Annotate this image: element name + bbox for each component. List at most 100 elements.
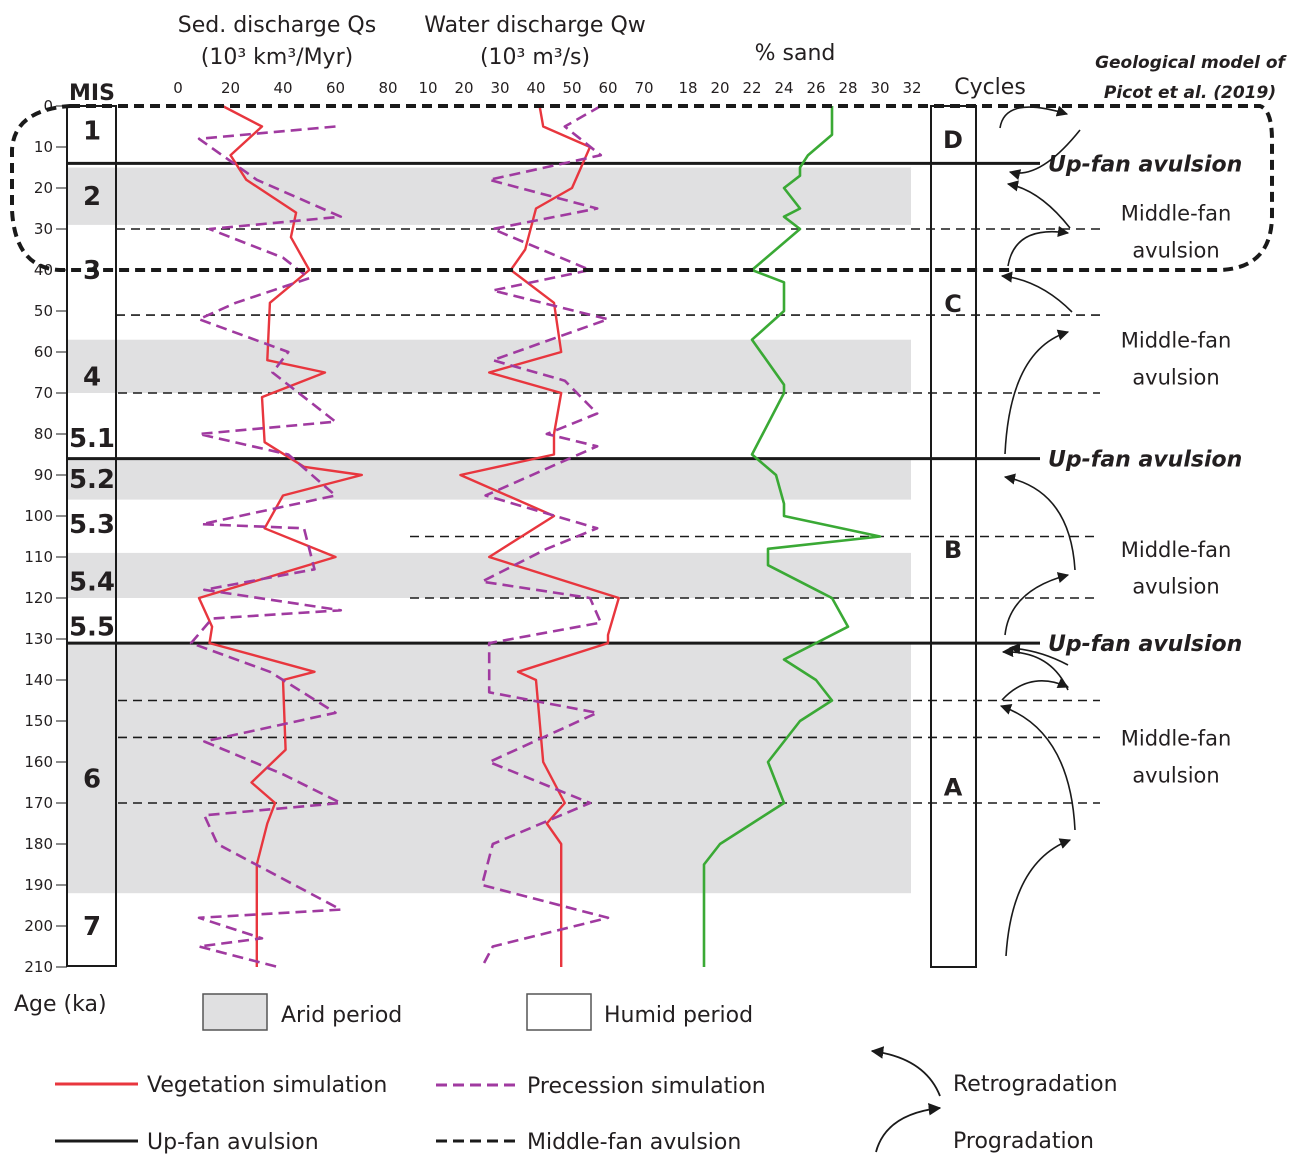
mis-label: 2 xyxy=(83,182,101,212)
sand-sand-series xyxy=(702,106,882,967)
cycle-label: C xyxy=(944,290,962,318)
x-tick-label: 60 xyxy=(326,79,345,97)
middle-fan-avulsion-label: avulsion xyxy=(1132,366,1219,390)
retrogradation-arrow xyxy=(1008,129,1081,181)
retrogradation-arrow xyxy=(1000,271,1073,313)
y-tick-label: 110 xyxy=(24,548,53,566)
x-tick-label: 28 xyxy=(838,79,857,97)
qs-precession-series xyxy=(189,125,343,969)
avulsion-arrows xyxy=(999,105,1081,957)
y-tick-label: 40 xyxy=(34,261,53,279)
mis-label: 5.4 xyxy=(69,568,115,598)
middle-fan-avulsion-label: Middle-fan xyxy=(1121,202,1232,226)
y-tick-label: 140 xyxy=(24,671,53,689)
x-tick-label: 30 xyxy=(490,79,509,97)
y-tick-label: 120 xyxy=(24,589,53,607)
progradation-arrow xyxy=(1004,572,1070,636)
qs-unit: (10³ km³/Myr) xyxy=(201,45,353,70)
x-tick-label: 18 xyxy=(678,79,697,97)
middle-fan-avulsion-label: Middle-fan xyxy=(1121,329,1232,353)
y-tick-label: 80 xyxy=(34,425,53,443)
y-tick-label: 170 xyxy=(24,794,53,812)
cycles-header: Cycles xyxy=(954,75,1026,100)
mis-label: 7 xyxy=(83,912,101,942)
retrogradation-arrow xyxy=(1006,180,1071,229)
x-tick-label: 40 xyxy=(526,79,545,97)
mis-label: 4 xyxy=(83,363,101,393)
mis-label: 5.2 xyxy=(69,465,115,495)
legend-precession-label: Precession simulation xyxy=(527,1074,766,1099)
y-tick-label: 100 xyxy=(24,507,53,525)
y-tick-label: 10 xyxy=(34,138,53,156)
model-title-line1: Geological model of xyxy=(1095,53,1287,73)
arid-bands xyxy=(68,167,911,894)
progradation-arrow xyxy=(1001,677,1070,701)
y-tick-label: 0 xyxy=(43,97,53,115)
progradation-arrow xyxy=(1005,838,1072,957)
middle-fan-avulsion-label: avulsion xyxy=(1132,575,1219,599)
mis-header: MIS xyxy=(69,81,115,106)
mis-label: 5.1 xyxy=(69,424,115,454)
x-tick-label: 70 xyxy=(634,79,653,97)
y-tick-label: 160 xyxy=(24,753,53,771)
qw-unit: (10³ m³/s) xyxy=(480,45,590,70)
qw-title: Water discharge Qw xyxy=(424,13,646,38)
legend-humid-label: Humid period xyxy=(604,1003,753,1028)
x-tick-label: 20 xyxy=(710,79,729,97)
x-tick-label: 60 xyxy=(598,79,617,97)
qs-title: Sed. discharge Qs xyxy=(178,13,376,38)
x-tick-label: 22 xyxy=(742,79,761,97)
cycle-label: D xyxy=(943,126,963,154)
geological-model-outline xyxy=(10,104,1274,272)
legend-vegetation-label: Vegetation simulation xyxy=(147,1073,387,1098)
y-tick-label: 50 xyxy=(34,302,53,320)
qs-vegetation-series xyxy=(197,104,363,967)
legend-middlefan-label: Middle-fan avulsion xyxy=(527,1130,741,1155)
legend-humid-swatch xyxy=(526,993,592,1031)
x-tick-label: 20 xyxy=(454,79,473,97)
event-labels: Up-fan avulsion Middle-fan avulsion Middle-… xyxy=(1048,152,1242,787)
progradation-arrow xyxy=(1007,225,1070,267)
y-axis-label: Age (ka) xyxy=(14,992,107,1017)
y-tick-label: 70 xyxy=(34,384,53,402)
legend-retro-label: Retrogradation xyxy=(953,1072,1118,1097)
up-fan-avulsion-label: Up-fan avulsion xyxy=(1048,632,1242,657)
x-tick-label: 0 xyxy=(173,79,183,97)
y-tick-labels: 0 10 20 30 40 50 60 70 80 90 100 110 120 130 140 150 160… xyxy=(24,97,67,976)
series xyxy=(189,104,882,969)
middle-fan-avulsion-label: avulsion xyxy=(1132,763,1219,787)
x-tick-label: 50 xyxy=(562,79,581,97)
x-tick-label: 80 xyxy=(378,79,397,97)
x-tick-labels: 0 20 40 60 80 10 20 30 40 50 60 70 18 20 22 24 26 28 30 32 xyxy=(173,79,921,97)
y-tick-label: 20 xyxy=(34,179,53,197)
arid-band xyxy=(68,167,911,225)
mis-label: 5.3 xyxy=(69,510,115,540)
model-title-line2: Picot et al. (2019) xyxy=(1104,83,1276,103)
mis-label: 1 xyxy=(83,117,101,147)
legend-arid-swatch xyxy=(202,993,268,1031)
x-tick-label: 20 xyxy=(221,79,240,97)
retrogradation-arrow xyxy=(1008,643,1069,666)
legend-retro-arrow xyxy=(870,1046,941,1097)
legend-arid-label: Arid period xyxy=(281,1003,402,1028)
middle-fan-avulsion-label: avulsion xyxy=(1132,239,1219,263)
avulsion-lines xyxy=(67,161,1100,804)
progradation-arrow xyxy=(999,105,1069,129)
cycle-label: B xyxy=(944,536,962,564)
x-tick-label: 40 xyxy=(273,79,292,97)
cycle-labels: D C B A xyxy=(943,126,963,802)
y-tick-label: 180 xyxy=(24,835,53,853)
legend-prog-arrow xyxy=(875,1102,942,1153)
mis-label: 5.5 xyxy=(69,613,115,643)
progradation-arrow xyxy=(1004,329,1070,455)
arid-band xyxy=(68,552,911,598)
y-tick-label: 60 xyxy=(34,343,53,361)
y-tick-label: 130 xyxy=(24,630,53,648)
x-tick-label: 10 xyxy=(418,79,437,97)
retrogradation-arrow xyxy=(1003,473,1076,571)
sand-title: % sand xyxy=(755,41,836,66)
cycle-label: A xyxy=(944,774,963,802)
y-tick-label: 150 xyxy=(24,712,53,730)
x-tick-label: 26 xyxy=(806,79,825,97)
